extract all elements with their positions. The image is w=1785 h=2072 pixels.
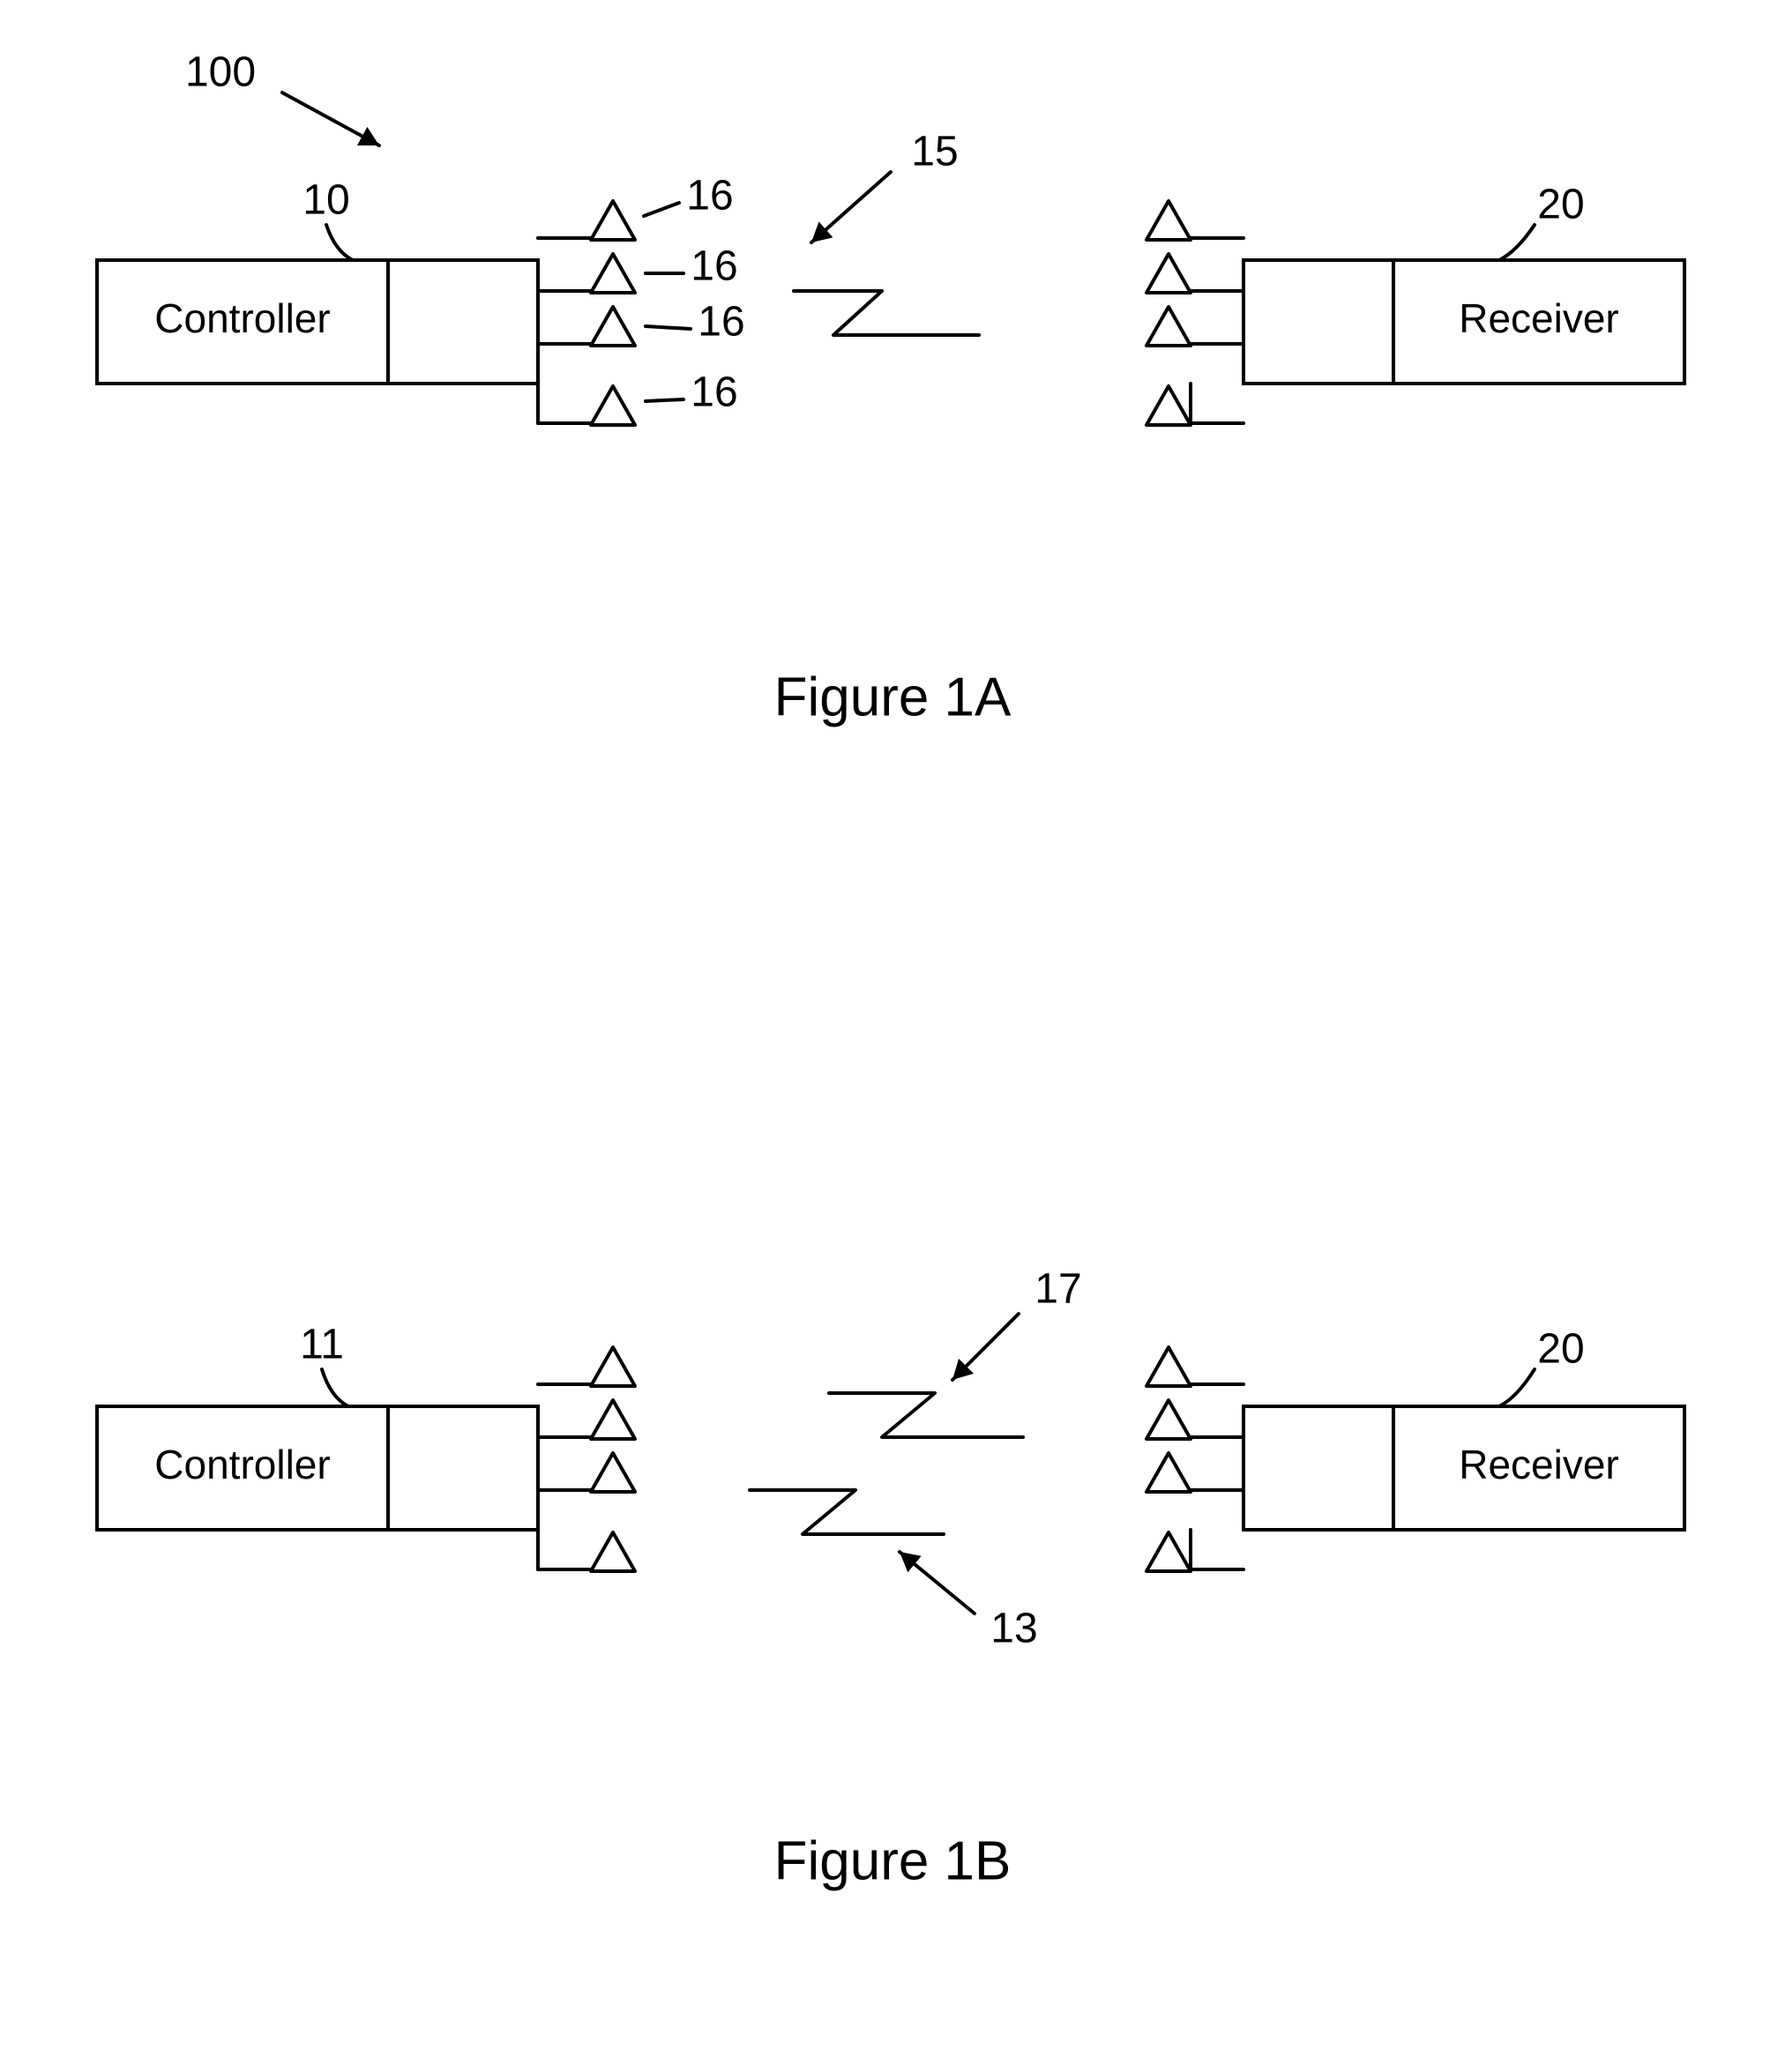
controller-unit: Controller bbox=[97, 201, 635, 425]
label-16: 16 bbox=[686, 173, 733, 220]
label-16: 16 bbox=[691, 369, 737, 416]
label-20: 20 bbox=[1537, 182, 1584, 228]
label-16: 16 bbox=[698, 299, 744, 346]
svg-text:Controller: Controller bbox=[154, 295, 330, 341]
svg-text:Receiver: Receiver bbox=[1459, 295, 1619, 341]
figure-1a: Controller 10 16 16 16 16 Receiver 20 100 15 Figur… bbox=[97, 49, 1684, 728]
label-13: 13 bbox=[990, 1606, 1037, 1652]
controller-unit: Controller bbox=[97, 1347, 635, 1571]
receiver-unit: Receiver bbox=[1146, 1347, 1684, 1571]
caption-figure-1a: Figure 1A bbox=[774, 667, 1012, 727]
caption-figure-1b: Figure 1B bbox=[774, 1830, 1012, 1891]
svg-text:Receiver: Receiver bbox=[1459, 1442, 1619, 1487]
receiver-unit: Receiver bbox=[1146, 201, 1684, 425]
figure-1b: Controller 11 Receiver 20 17 13 Figure 1B bbox=[97, 1266, 1684, 1892]
label-15: 15 bbox=[911, 129, 958, 175]
label-100: 100 bbox=[185, 49, 256, 96]
signal-17 bbox=[829, 1393, 1023, 1437]
label-16: 16 bbox=[691, 243, 737, 290]
label-17: 17 bbox=[1034, 1266, 1081, 1313]
label-10: 10 bbox=[302, 177, 349, 224]
signal-15 bbox=[794, 291, 979, 335]
signal-13 bbox=[750, 1490, 944, 1534]
label-20: 20 bbox=[1537, 1326, 1584, 1373]
label-11: 11 bbox=[300, 1322, 344, 1368]
svg-text:Controller: Controller bbox=[154, 1442, 330, 1487]
